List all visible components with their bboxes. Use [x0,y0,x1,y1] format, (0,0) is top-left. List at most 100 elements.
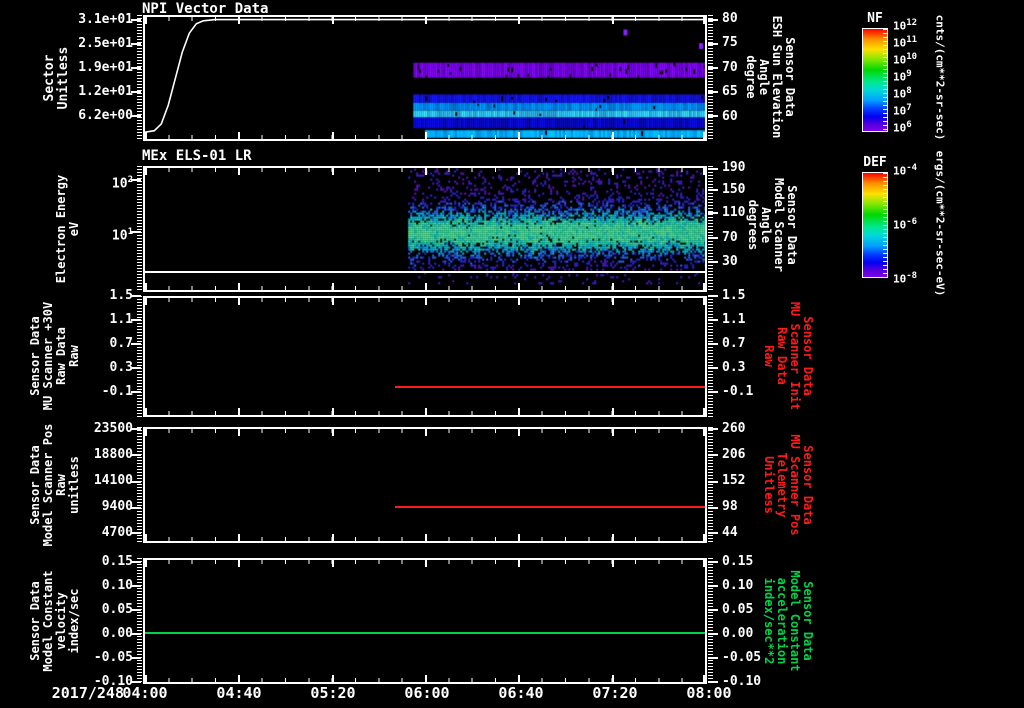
x-major-tick [238,17,240,24]
colorbar-tick-label: 10-4 [893,162,918,178]
ytick-label: 0.05 [722,602,754,617]
tick-exp: -4 [906,163,918,173]
y-major-tick [131,428,141,430]
els-bottom-divider-line [145,271,705,273]
y-major-tick [708,681,718,683]
p3-left-axis-label: Sensor Data MU Scanner +30V Raw Data Raw [28,286,81,426]
ytick-label: 1.2e+01 [78,84,133,99]
tick-base: 10 [893,87,907,101]
y-minor-ticks [708,427,713,543]
y-major-tick [708,391,718,393]
x-major-tick [703,168,705,175]
x-major-tick [425,298,427,305]
y-major-tick [708,295,718,297]
p1-left-axis-label: Sector Unitless [42,18,71,138]
tick-base: 10 [893,121,907,135]
x-major-tick [612,408,614,415]
y-major-tick [708,115,718,117]
axis-label-line: Angle [759,206,773,244]
x-major-tick [145,168,147,175]
y-major-tick [131,179,141,181]
ytick-label: 0.3 [109,360,133,375]
x-major-tick [518,132,520,139]
ytick-label: 0.05 [101,602,133,617]
y-major-tick [708,189,718,191]
x-major-tick [425,17,427,24]
x-major-tick [703,132,705,139]
ytick-label: 70 [722,230,738,245]
y-major-tick [708,237,718,239]
x-major-tick [425,560,427,567]
tick-base: 10 [893,164,907,178]
y-major-tick [131,367,141,369]
x-major-tick [425,429,427,436]
x-major-tick [238,298,240,305]
ytick-label: 4700 [101,525,133,540]
y-major-tick [131,343,141,345]
axis-label-line: Raw Data [775,327,789,385]
x-major-tick [425,283,427,290]
x-major-tick [332,429,334,436]
x-major-tick [518,17,520,24]
series-line-model-constant-acceleration [145,632,705,634]
ytick-label: 0.15 [101,554,133,569]
x-major-tick [612,132,614,139]
def-colorbar [862,172,888,278]
p3-right-axis-label: Sensor Data MU Scanner Init Raw Data Raw [762,286,815,426]
tick-base: 10 [893,36,907,50]
x-major-tick [145,429,147,436]
x-major-tick [145,298,147,305]
ytick-label: 1.1 [109,312,133,327]
xtick-label: 08:00 [686,684,732,702]
x-major-tick [518,168,520,175]
ytick-label: 0.7 [109,336,133,351]
x-major-tick [238,534,240,541]
ytick-label: 60 [722,109,738,124]
axis-label-line: MU Scanner Pos [788,434,802,536]
axis-label-line: Sector [42,54,57,102]
x-major-tick [332,408,334,415]
y-major-tick [708,633,718,635]
tick-base: 10 [893,53,907,67]
ytick-label: -0.05 [722,650,762,665]
ytick-label: 18800 [93,447,133,462]
x-major-tick [518,560,520,567]
y-major-tick [131,585,141,587]
x-major-tick [703,560,705,567]
y-major-tick [131,454,141,456]
x-major-tick [425,132,427,139]
colorbar-ticks [883,29,887,131]
axis-label-line: Raw [762,345,776,367]
colorbar-tick-label: 10-6 [893,216,918,232]
panel-mu-scanner-30v [143,296,707,417]
tick-base: 10 [893,19,907,33]
x-major-tick [703,298,705,305]
axis-label-line: Sensor Data [801,445,815,525]
axis-label-line: degree [744,55,758,99]
y-major-tick [708,454,718,456]
axis-label-line: index/sec [67,588,81,654]
ytick-label: 6.2e+00 [78,108,133,123]
y-minor-ticks [708,558,713,684]
axis-label-line: Sensor Data [801,316,815,396]
panel1-title: NPI Vector Data [142,1,269,17]
y-minor-ticks [708,296,713,417]
x-major-tick [703,17,705,24]
x-major-tick [612,17,614,24]
axis-label-line: eV [67,221,81,237]
xtick-label: 07:20 [592,684,638,702]
tick-exp: -8 [906,271,918,281]
tick-exp: -6 [906,217,918,227]
axis-label-line: Angle [757,58,771,96]
x-major-tick [703,534,705,541]
nf-colorbar [862,28,888,132]
ytick-label: 30 [722,254,738,269]
tick-exp: 11 [906,35,918,45]
panel-mex-els [143,166,707,292]
x-major-tick [332,298,334,305]
y-major-tick [708,43,718,45]
npi-spectrogram-canvas [145,17,705,139]
y-major-tick [708,19,718,21]
y-major-tick [131,633,141,635]
ytick-label: 101 [50,225,133,243]
